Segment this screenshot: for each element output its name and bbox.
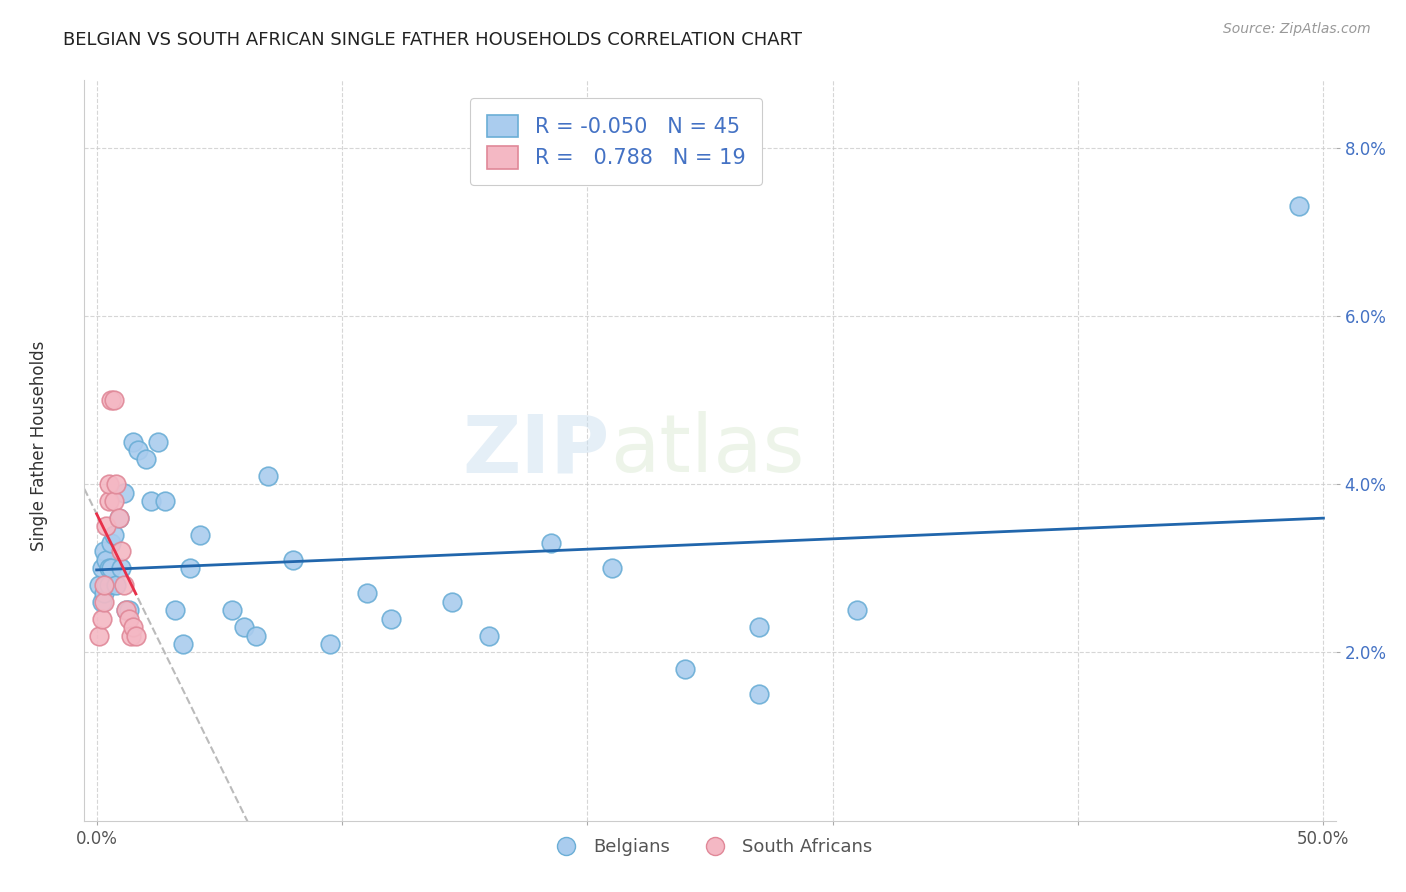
Point [125,628,148,642]
Point [380,612,402,626]
Point [115,603,138,617]
Point [93,586,115,600]
Point [96,578,118,592]
Point [107,510,129,524]
Point [90,561,112,575]
Point [87,628,110,642]
Legend: Belgians, South Africans: Belgians, South Africans [540,831,880,863]
Point [441,595,464,609]
Point [90,595,112,609]
Point [478,628,501,642]
Point [748,688,770,702]
Point [319,637,342,651]
Point [172,637,194,651]
Point [356,586,378,600]
Point [97,494,120,508]
Point [146,435,169,450]
Point [120,628,142,642]
Point [221,603,243,617]
Point [112,578,135,592]
Point [117,603,139,617]
Text: ZIP: ZIP [463,411,610,490]
Point [232,620,254,634]
Point [97,578,120,592]
Point [245,628,267,642]
Point [103,494,125,508]
Point [93,578,115,592]
Point [103,392,125,407]
Point [103,527,125,541]
Point [155,494,177,508]
Point [139,494,162,508]
Point [281,553,304,567]
Point [1288,199,1310,213]
Point [105,477,128,491]
Point [600,561,623,575]
Point [540,536,562,550]
Point [257,468,280,483]
Point [87,578,110,592]
Point [846,603,869,617]
Point [112,485,135,500]
Point [748,620,770,634]
Point [110,561,132,575]
Point [100,536,122,550]
Point [93,544,115,558]
Point [122,435,145,450]
Point [97,477,120,491]
Point [100,561,122,575]
Point [117,612,139,626]
Point [165,603,187,617]
Text: Source: ZipAtlas.com: Source: ZipAtlas.com [1223,22,1371,37]
Point [90,612,112,626]
Point [115,603,138,617]
Point [100,392,122,407]
Point [110,544,132,558]
Point [93,595,115,609]
Text: atlas: atlas [610,411,804,490]
Point [105,578,128,592]
Point [96,519,118,533]
Point [179,561,201,575]
Point [135,451,157,466]
Point [127,443,149,458]
Point [122,620,145,634]
Point [107,510,129,524]
Point [96,553,118,567]
Point [675,662,697,676]
Text: Single Father Households: Single Father Households [31,341,48,551]
Text: BELGIAN VS SOUTH AFRICAN SINGLE FATHER HOUSEHOLDS CORRELATION CHART: BELGIAN VS SOUTH AFRICAN SINGLE FATHER H… [63,31,803,49]
Point [97,561,120,575]
Point [188,527,211,541]
